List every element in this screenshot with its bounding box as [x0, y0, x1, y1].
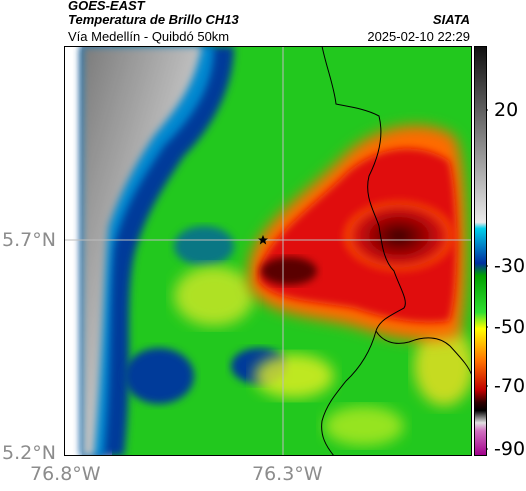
- colorbar: [474, 46, 488, 456]
- lon-label-right: 76.3°W: [252, 463, 323, 485]
- lat-label-top: 5.7°N: [2, 229, 56, 251]
- region-subtitle: Vía Medellín - Quibdó 50km: [68, 29, 230, 44]
- satellite-map[interactable]: [64, 46, 472, 456]
- colorbar-tick-minus50: -50: [494, 316, 526, 338]
- datetime-label: 2025-02-10 22:29: [367, 29, 470, 44]
- colorbar-tick-minus90: -90: [494, 438, 526, 460]
- org-label: SIATA: [432, 12, 470, 27]
- satellite-label: GOES-EAST: [68, 0, 145, 13]
- star-icon: [258, 235, 268, 245]
- colorbar-tick-minus70: -70: [494, 375, 526, 397]
- lon-label-left: 76.8°W: [30, 463, 101, 485]
- product-title: Temperatura de Brillo CH13: [68, 12, 239, 27]
- colorbar-tick-20: 20: [494, 99, 519, 121]
- colorbar-tick-minus30: -30: [494, 255, 526, 277]
- lat-label-bottom: 5.2°N: [2, 442, 56, 464]
- map-image: [64, 46, 472, 456]
